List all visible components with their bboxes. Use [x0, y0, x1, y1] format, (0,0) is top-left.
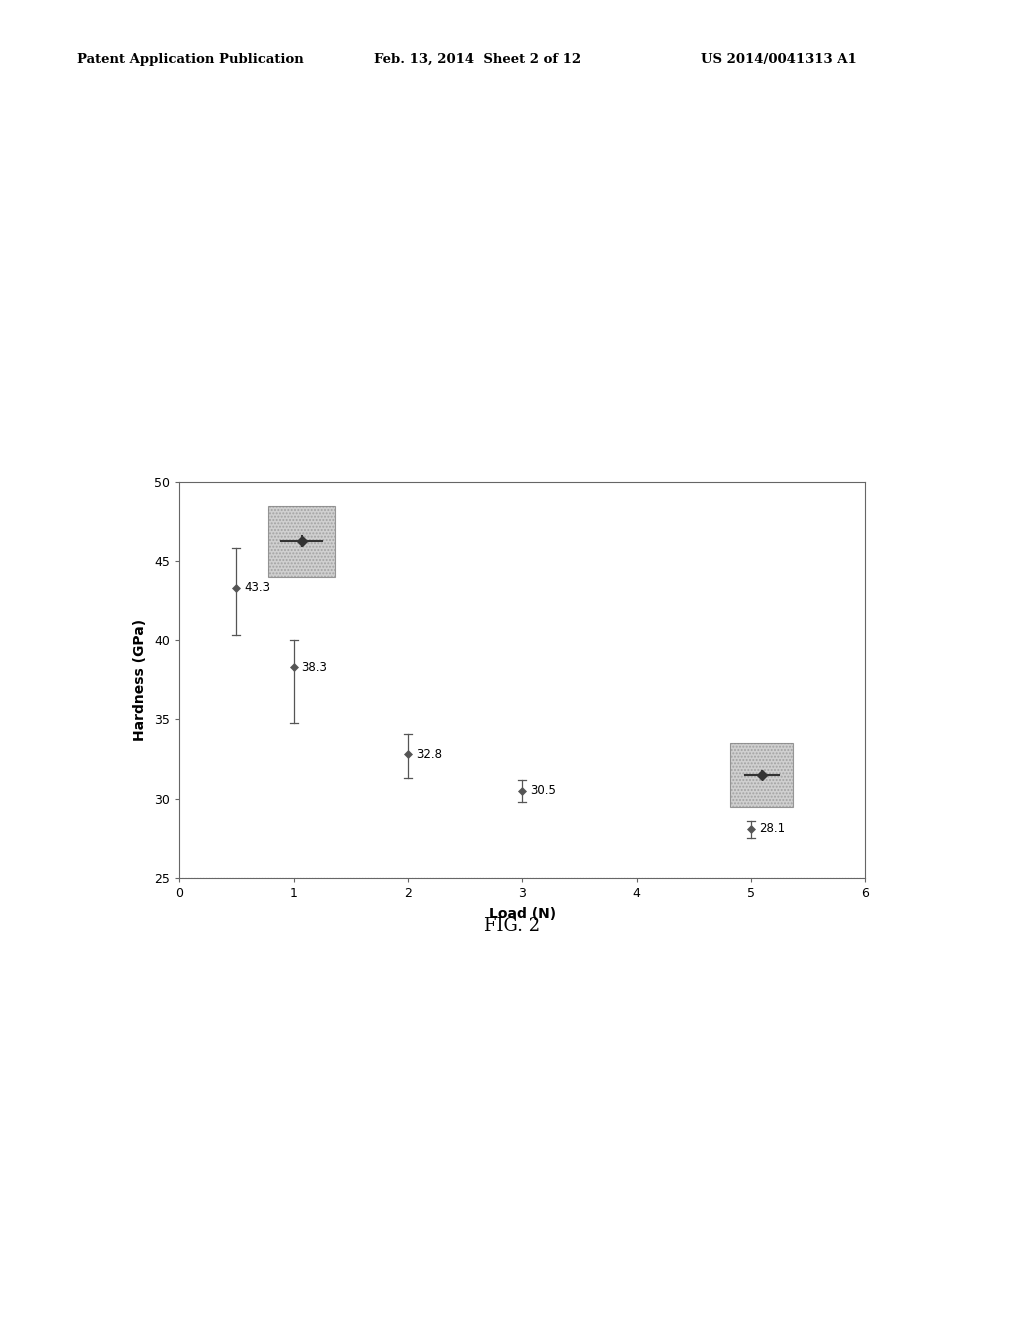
Text: Patent Application Publication: Patent Application Publication	[77, 53, 303, 66]
Text: FIG. 2: FIG. 2	[484, 916, 540, 935]
Text: Feb. 13, 2014  Sheet 2 of 12: Feb. 13, 2014 Sheet 2 of 12	[374, 53, 581, 66]
Y-axis label: Hardness (GPa): Hardness (GPa)	[133, 619, 147, 741]
Bar	[268, 506, 335, 577]
Bar	[730, 743, 794, 807]
X-axis label: Load (N): Load (N)	[488, 907, 556, 921]
Bar	[730, 743, 794, 807]
Text: 28.1: 28.1	[759, 822, 785, 836]
Text: 30.5: 30.5	[530, 784, 556, 797]
Text: US 2014/0041313 A1: US 2014/0041313 A1	[701, 53, 857, 66]
Text: 32.8: 32.8	[416, 747, 442, 760]
Bar	[268, 506, 335, 577]
Text: 38.3: 38.3	[301, 660, 328, 673]
Text: 43.3: 43.3	[245, 581, 270, 594]
